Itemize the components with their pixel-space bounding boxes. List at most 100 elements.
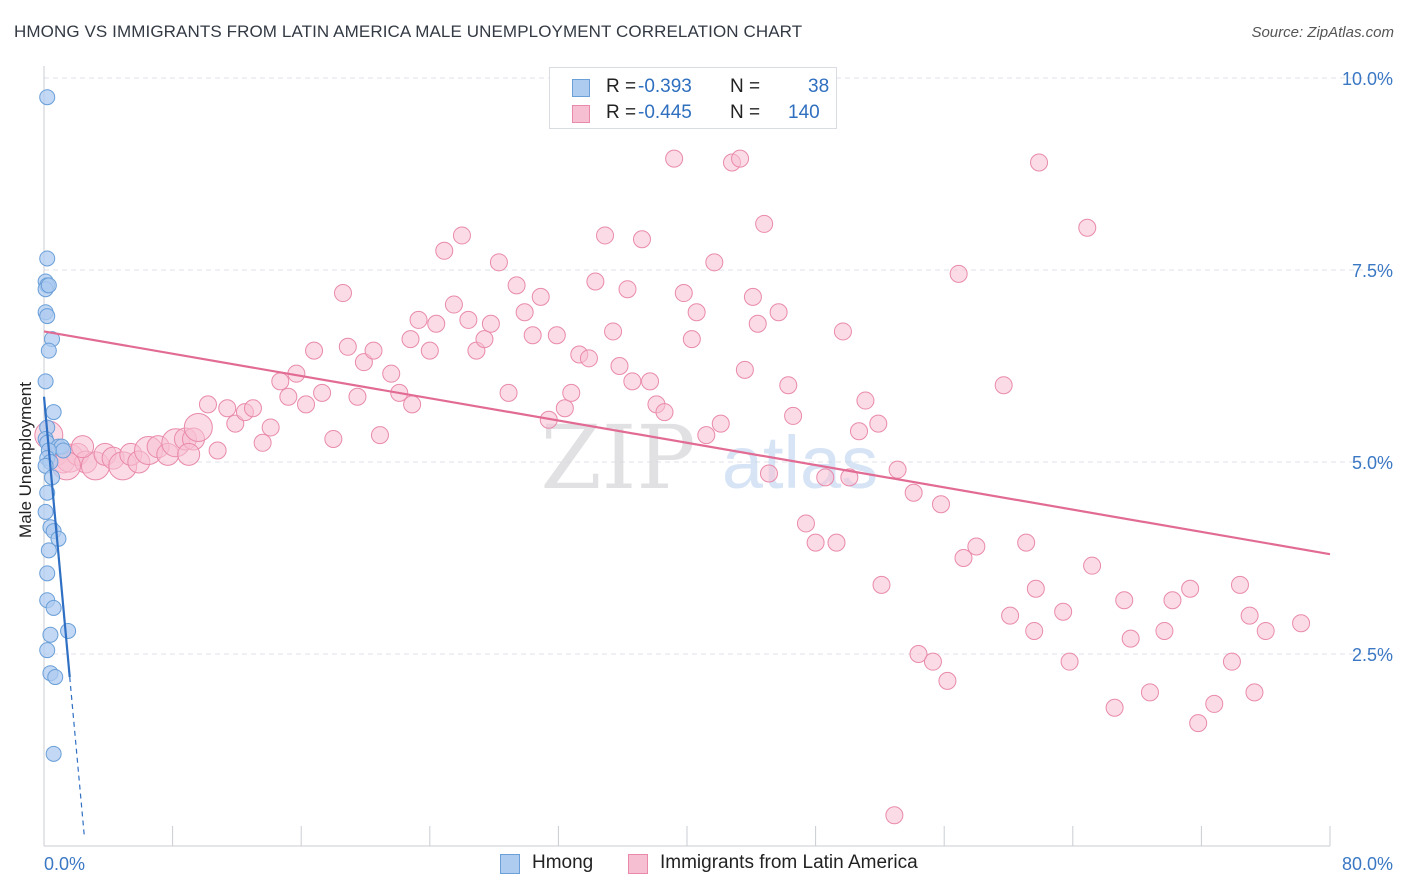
data-point-latin-america [1245,683,1264,702]
data-point-latin-america [1230,575,1249,594]
data-point-latin-america [872,575,891,594]
data-point-latin-america [1026,579,1045,598]
data-point-latin-america [954,549,973,567]
x-tick-label: 0.0% [44,854,85,874]
data-point-latin-america [904,483,923,502]
data-point-latin-america [1083,556,1102,575]
data-point-latin-america [743,287,762,306]
data-point-latin-america [338,337,357,356]
data-point-latin-america [481,314,500,333]
data-point-hmong [39,89,56,106]
data-point-latin-america [459,310,478,329]
data-point-latin-america [444,295,463,314]
data-point-latin-america [333,284,352,303]
data-point-latin-america [641,372,660,391]
data-point-latin-america [547,326,566,345]
data-point-latin-america [198,395,217,414]
data-point-latin-america [208,441,227,460]
data-point-latin-america [243,399,262,418]
data-point-latin-america [579,349,598,368]
data-point-hmong [55,442,72,459]
data-point-latin-america [183,412,213,442]
legend-n-label: N = [730,76,761,97]
data-point-hmong [60,622,77,639]
chart-title: HMONG VS IMMIGRANTS FROM LATIN AMERICA M… [14,22,803,41]
data-point-latin-america [523,326,542,345]
data-point-latin-america [1017,533,1036,552]
data-point-hmong [37,503,54,520]
data-point-latin-america [586,272,605,291]
data-point-latin-america [499,383,518,402]
data-point-latin-america [1140,683,1159,702]
data-point-latin-america [856,391,875,410]
data-point-latin-america [967,537,986,556]
x-tick-label: 80.0% [1342,854,1393,874]
data-point-latin-america [1025,621,1044,640]
legend-swatch-latin [628,854,648,874]
data-point-latin-america [1078,218,1097,237]
data-point-latin-america [1189,714,1208,733]
source-credit: Source: ZipAtlas.com [1251,24,1394,41]
data-point-latin-america [435,241,454,260]
data-point-latin-america [562,383,581,402]
data-point-latin-america [382,364,401,383]
correlation-legend: R = -0.393 N = 38 R = -0.445 N = 140 [549,67,837,129]
y-axis-label: Male Unemployment [16,382,35,538]
data-point-latin-america [748,314,767,333]
y-tick-label: 5.0% [1352,453,1393,473]
data-point-latin-america [632,230,651,249]
data-point-latin-america [869,414,888,433]
trend-line-hmong-extension [69,676,85,835]
data-point-latin-america [452,226,471,245]
data-point-latin-america [427,314,446,333]
legend-label-hmong: Hmong [532,852,594,873]
data-point-latin-america [784,406,803,425]
data-point-latin-america [938,671,957,690]
data-point-latin-america [531,287,550,306]
data-point-latin-america [1292,614,1311,633]
data-point-latin-america [833,322,852,341]
data-point-latin-america [618,280,637,299]
data-point-latin-america [305,341,324,360]
data-point-latin-america [888,460,907,479]
data-point-hmong [40,277,57,294]
data-point-latin-america [755,214,774,233]
data-point-hmong [42,626,59,643]
data-point-latin-america [769,303,788,322]
data-point-latin-america [1105,698,1124,717]
data-point-latin-america [931,495,950,514]
data-point-latin-america [420,341,439,360]
trend-line-hmong [42,396,71,678]
legend-swatch-latin [572,105,590,123]
data-point-latin-america [731,149,750,168]
legend-r-value: -0.445 [638,102,692,123]
data-point-latin-america [735,360,754,379]
data-point-latin-america [705,253,724,272]
legend-r-label: R = [606,76,637,97]
data-point-latin-america [610,357,629,375]
data-point-latin-america [475,330,494,349]
data-point-latin-america [1030,153,1049,172]
data-point-hmong [40,542,57,559]
data-point-latin-america [489,253,508,272]
data-point-latin-america [348,387,367,406]
data-point-latin-america [1001,606,1020,625]
data-point-hmong [47,669,64,686]
data-point-latin-america [1060,652,1079,671]
y-tick-label: 2.5% [1352,645,1393,665]
y-tick-label: 10.0% [1342,69,1393,89]
legend-swatch-hmong [500,854,520,874]
legend-n-value: 140 [788,102,820,123]
data-point-latin-america [253,433,272,452]
legend-r-label: R = [606,102,637,123]
legend-n-value: 38 [808,76,830,97]
data-point-latin-america [279,387,298,406]
trend-line-latin-america [43,330,1331,556]
data-point-hmong [39,484,56,501]
data-point-latin-america [507,276,526,295]
data-point-latin-america [1054,602,1073,621]
legend-swatch-hmong [572,79,590,97]
legend-r-value: -0.393 [638,76,692,97]
data-point-latin-america [1240,606,1259,625]
data-point-latin-america [297,395,316,414]
